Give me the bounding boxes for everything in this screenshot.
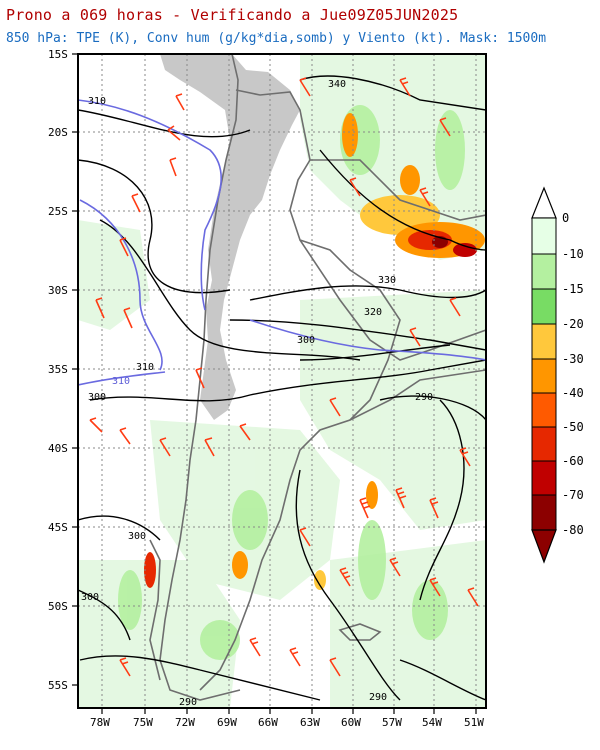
lat-tick-label: 25S — [48, 205, 68, 218]
colorbar-swatch — [531, 392, 557, 428]
contour-label: 310 — [136, 362, 154, 373]
colorbar-swatch — [531, 426, 557, 462]
tpe-contour-310 — [78, 99, 486, 386]
lat-tick-label: 40S — [48, 442, 68, 455]
lon-tick-label: 72W — [175, 716, 195, 729]
lon-tick-label: 66W — [258, 716, 278, 729]
longitude-axis — [101, 708, 477, 714]
lat-tick-label: 45S — [48, 521, 68, 534]
colorbar-label: -80 — [562, 523, 584, 537]
contour-label: 320 — [364, 307, 382, 318]
contour-label: 330 — [378, 275, 396, 286]
latitude-axis — [72, 53, 78, 686]
contour-label: 290 — [415, 392, 433, 403]
colorbar-swatch — [531, 358, 557, 394]
colorbar-top-arrow — [531, 186, 557, 219]
lat-tick-label: 50S — [48, 600, 68, 613]
lon-tick-label: 78W — [90, 716, 110, 729]
contour-label: 310 — [112, 376, 130, 387]
colorbar-label: -30 — [562, 352, 584, 366]
colorbar-label: -50 — [562, 420, 584, 434]
chart-title: Prono a 069 horas - Verificando a Jue09Z… — [6, 6, 459, 24]
convergence-shading-strong — [144, 113, 485, 590]
lon-tick-label: 54W — [422, 716, 442, 729]
map-frame — [77, 53, 487, 709]
chart-subtitle: 850 hPa: TPE (K), Conv hum (g/kg*dia,som… — [6, 31, 547, 46]
colorbar-label: -60 — [562, 454, 584, 468]
longitude-labels: 78W 75W 72W 69W 66W 63W 60W 57W 54W 51W — [90, 716, 484, 729]
colorbar-swatch — [531, 288, 557, 325]
lat-tick-label: 35S — [48, 363, 68, 376]
colorbar-label: -70 — [562, 488, 584, 502]
tpe-contours — [78, 75, 486, 701]
colorbar-swatch — [531, 217, 557, 255]
lon-tick-label: 60W — [341, 716, 361, 729]
colorbar-swatch — [531, 323, 557, 360]
contour-label: 290 — [369, 692, 387, 703]
map-borders — [149, 54, 486, 701]
contour-label: 300 — [297, 335, 315, 346]
lon-tick-label: 57W — [382, 716, 402, 729]
lat-tick-label: 20S — [48, 126, 68, 139]
colorbar-label: -15 — [562, 282, 584, 296]
contour-label: 340 — [328, 79, 346, 90]
colorbar-label: -20 — [562, 317, 584, 331]
latitude-labels: 15S 20S 25S 30S 35S 40S 45S 50S 55S — [48, 48, 68, 692]
colorbar-label: -10 — [562, 247, 584, 261]
lon-tick-label: 63W — [300, 716, 320, 729]
colorbar-label: 0 — [562, 211, 569, 225]
contour-label: 300 — [128, 531, 146, 542]
contour-label: 310 — [88, 96, 106, 107]
colorbar-swatch — [531, 253, 557, 290]
lon-tick-label: 69W — [217, 716, 237, 729]
colorbar-label: -40 — [562, 386, 584, 400]
contour-label: 290 — [179, 697, 197, 708]
lat-tick-label: 55S — [48, 679, 68, 692]
terrain-mask — [160, 54, 300, 420]
contour-label: 300 — [81, 592, 99, 603]
colorbar-bottom-arrow — [531, 529, 557, 564]
lon-tick-label: 75W — [133, 716, 153, 729]
wind-barbs — [89, 77, 479, 677]
colorbar-swatch — [531, 460, 557, 496]
map-grid — [78, 54, 486, 708]
lon-tick-label: 51W — [464, 716, 484, 729]
colorbar-swatch — [531, 494, 557, 531]
lat-tick-label: 15S — [48, 48, 68, 61]
contour-label: 300 — [88, 392, 106, 403]
colorbar: 0 -10 -15 -20 -30 -40 -50 -60 -70 -80 — [531, 186, 584, 564]
lat-tick-label: 30S — [48, 284, 68, 297]
contour-labels: 310 340 330 320 300 310 310 300 290 300 … — [81, 79, 433, 708]
